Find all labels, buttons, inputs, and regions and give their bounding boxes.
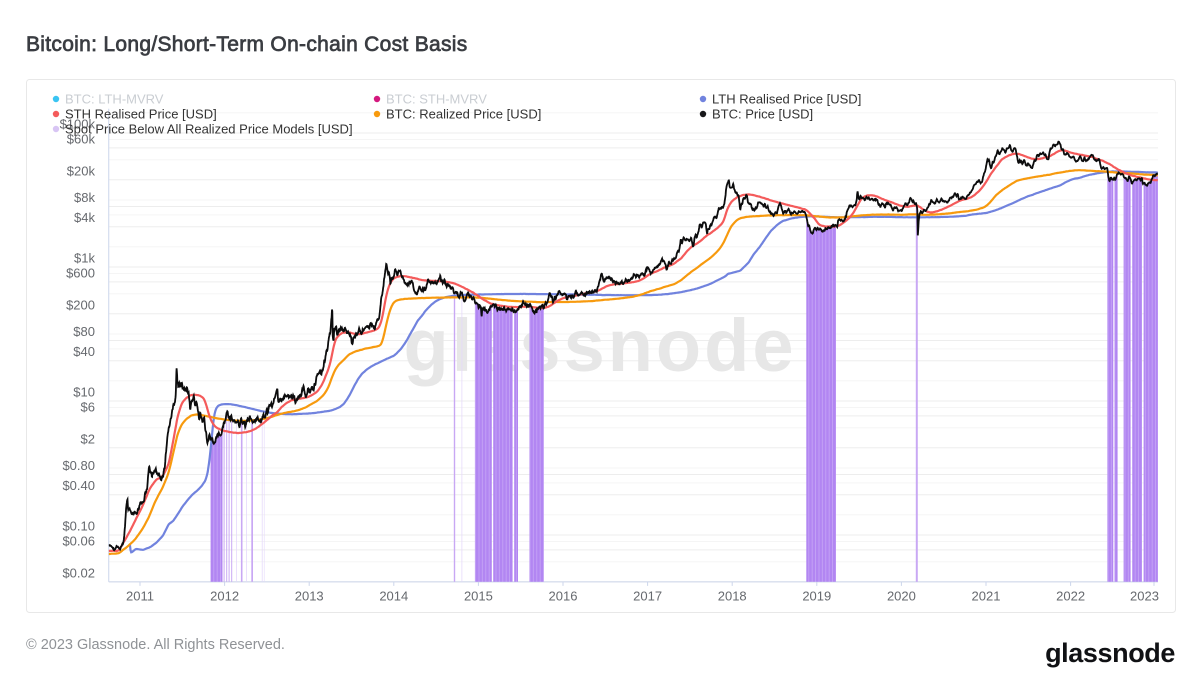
svg-text:$20k: $20k [67,163,96,178]
svg-text:STH Realised Price [USD]: STH Realised Price [USD] [65,107,217,122]
svg-text:$0.06: $0.06 [62,533,95,548]
svg-text:2012: 2012 [210,589,239,604]
svg-text:2017: 2017 [633,589,662,604]
svg-text:2018: 2018 [718,589,747,604]
svg-text:$100k: $100k [60,117,96,132]
svg-text:$80: $80 [73,324,95,339]
svg-text:$4k: $4k [74,210,95,225]
svg-text:BTC: Price [USD]: BTC: Price [USD] [712,107,813,122]
svg-text:Spot Price Below All Realized: Spot Price Below All Realized Price Mode… [65,122,353,137]
svg-text:2022: 2022 [1056,589,1085,604]
svg-text:2011: 2011 [126,589,154,604]
svg-text:$40: $40 [73,344,95,359]
svg-text:$0.02: $0.02 [62,565,95,580]
svg-text:$0.40: $0.40 [62,478,95,493]
svg-text:2020: 2020 [887,589,916,604]
svg-text:$60k: $60k [67,131,96,146]
svg-text:BTC: LTH-MVRV: BTC: LTH-MVRV [65,92,164,107]
svg-text:2015: 2015 [464,589,493,604]
svg-text:2013: 2013 [295,589,324,604]
svg-text:2014: 2014 [379,589,408,604]
svg-text:$8k: $8k [74,190,95,205]
svg-text:2021: 2021 [972,589,1001,604]
svg-text:$0.80: $0.80 [62,458,95,473]
svg-text:$600: $600 [66,265,95,280]
svg-text:$10: $10 [73,385,95,400]
svg-text:$6: $6 [81,399,95,414]
svg-text:BTC: Realized Price [USD]: BTC: Realized Price [USD] [386,107,541,122]
svg-text:$0.10: $0.10 [62,519,95,534]
svg-text:LTH Realised Price [USD]: LTH Realised Price [USD] [712,92,861,107]
svg-text:$2: $2 [81,431,95,446]
svg-text:$1k: $1k [74,251,95,266]
svg-text:glassnode: glassnode [404,304,797,387]
svg-text:2016: 2016 [549,589,578,604]
svg-text:2019: 2019 [802,589,831,604]
svg-text:2023: 2023 [1130,589,1159,604]
svg-text:$200: $200 [66,297,95,312]
svg-text:BTC: STH-MVRV: BTC: STH-MVRV [386,92,487,107]
